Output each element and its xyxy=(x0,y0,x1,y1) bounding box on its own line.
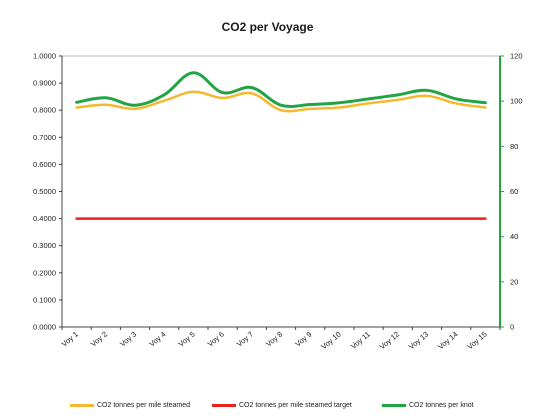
legend-label-mile-steamed: CO2 tonnes per mile steamed xyxy=(97,402,190,409)
x-tick-label: Voy 11 xyxy=(349,330,372,351)
y-left-tick-label: 0.1000 xyxy=(33,295,56,304)
legend-item-target: CO2 tonnes per mile steamed target xyxy=(212,402,352,409)
legend-item-per-knot: CO2 tonnes per knot xyxy=(382,402,474,409)
x-tick-label: Voy 1 xyxy=(60,330,80,349)
legend-swatch-per-knot xyxy=(382,404,406,407)
y-left-tick-label: 1.0000 xyxy=(33,52,56,61)
x-tick-label: Voy 12 xyxy=(378,330,401,352)
y-left-tick-label: 0.7000 xyxy=(33,133,56,142)
legend-swatch-mile-steamed xyxy=(70,404,94,407)
x-tick-label: Voy 15 xyxy=(465,330,488,352)
x-tick-label: Voy 14 xyxy=(436,330,459,352)
x-tick-label: Voy 9 xyxy=(293,330,313,349)
legend-label-per-knot: CO2 tonnes per knot xyxy=(409,402,474,409)
y-right-tick-label: 120 xyxy=(510,52,523,61)
x-tick-label: Voy 4 xyxy=(147,330,167,349)
y-right-tick-label: 100 xyxy=(510,97,523,106)
x-tick-label: Voy 3 xyxy=(118,330,138,349)
y-right-tick-label: 80 xyxy=(510,142,518,151)
x-tick-label: Voy 6 xyxy=(206,330,226,349)
y-left-tick-label: 0.4000 xyxy=(33,214,56,223)
legend-swatch-target xyxy=(212,404,236,407)
chart-legend: CO2 tonnes per mile steamed CO2 tonnes p… xyxy=(0,402,535,416)
y-right-tick-label: 60 xyxy=(510,187,518,196)
y-right-tick-label: 20 xyxy=(510,277,518,286)
x-tick-label: Voy 8 xyxy=(264,330,284,349)
y-left-tick-label: 0.8000 xyxy=(33,106,56,115)
legend-item-mile-steamed: CO2 tonnes per mile steamed xyxy=(70,402,190,409)
legend-label-target: CO2 tonnes per mile steamed target xyxy=(239,402,352,409)
chart-title: CO2 per Voyage xyxy=(221,20,314,34)
y-left-tick-label: 0.6000 xyxy=(33,160,56,169)
x-tick-label: Voy 2 xyxy=(89,330,109,349)
x-tick-label: Voy 5 xyxy=(177,330,197,349)
y-left-tick-label: 0.9000 xyxy=(33,79,56,88)
x-tick-label: Voy 13 xyxy=(407,330,430,352)
y-left-tick-label: 0.5000 xyxy=(33,187,56,196)
y-left-tick-label: 0.3000 xyxy=(33,241,56,250)
y-right-tick-label: 0 xyxy=(510,323,514,332)
x-tick-label: Voy 7 xyxy=(235,330,255,349)
series-line-per-knot xyxy=(75,71,487,108)
y-left-tick-label: 0.2000 xyxy=(33,268,56,277)
x-tick-label: Voy 10 xyxy=(319,330,342,352)
y-right-tick-label: 40 xyxy=(510,232,518,241)
y-left-tick-label: 0.0000 xyxy=(33,323,56,332)
series-line-mile-steamed xyxy=(75,90,487,113)
